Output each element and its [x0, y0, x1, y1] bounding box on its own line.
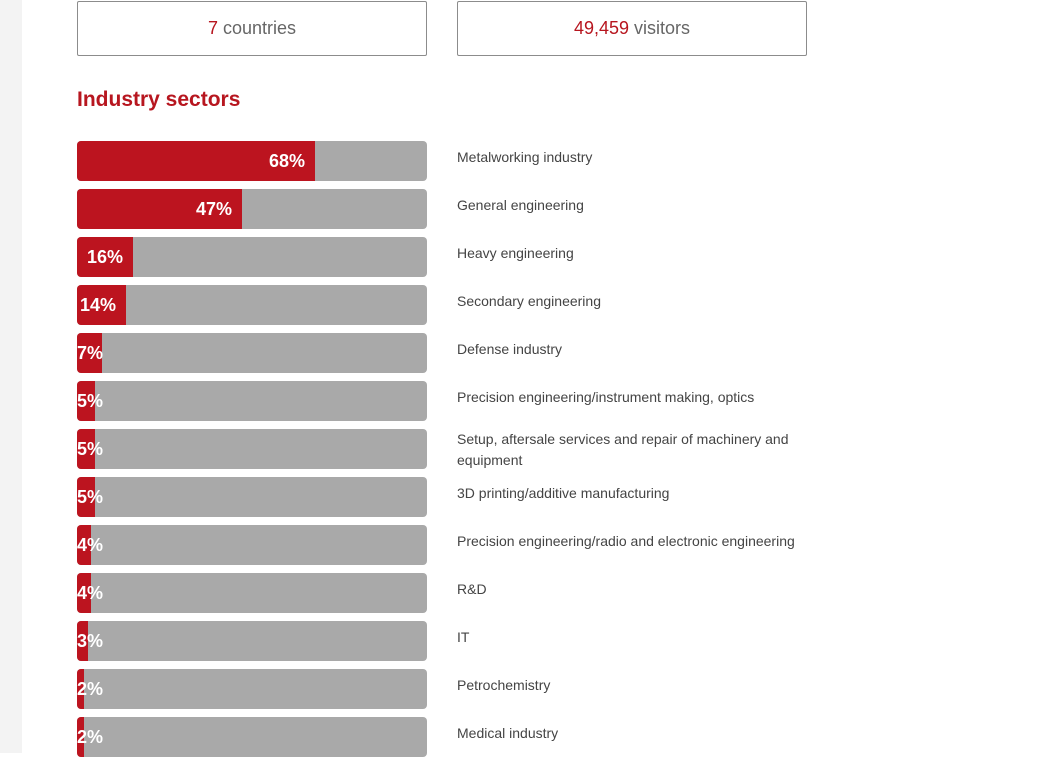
sector-row: 7% Defense industry [77, 333, 817, 373]
sector-percent-label: 2% [77, 679, 104, 699]
sector-bar-track: 16% [77, 237, 427, 277]
countries-stat-box: 7 countries [77, 1, 427, 56]
sector-bar-track: 2% [77, 717, 427, 757]
sector-label: Precision engineering/radio and electron… [457, 533, 795, 549]
visitors-label: visitors [634, 18, 691, 38]
sector-percent-label: 5% [77, 439, 104, 459]
sector-bar-track: 5% [77, 477, 427, 517]
sector-bar-fill [77, 237, 133, 277]
sector-percent-label: 4% [77, 583, 104, 603]
sector-bar-track: 4% [77, 573, 427, 613]
visitors-count: 49,459 [573, 18, 630, 38]
sector-percent-label: 4% [77, 535, 104, 555]
section-title: Industry sectors [77, 88, 241, 111]
sector-row: 14% Secondary engineering [77, 285, 817, 325]
sector-row: 5% 3D printing/additive manufacturing [77, 477, 817, 517]
sector-bar-fill [77, 573, 91, 613]
sector-row: 16% Heavy engineering [77, 237, 817, 277]
sector-bar-track: 7% [77, 333, 427, 373]
sector-bar-fill [77, 141, 315, 181]
sector-bar-fill [77, 477, 95, 517]
sector-label: Precision engineering/instrument making,… [457, 389, 755, 405]
sector-row: 5% Precision engineering/instrument makin… [77, 381, 817, 421]
sector-percent-label: 16% [86, 247, 123, 267]
sector-label: Secondary engineering [457, 293, 601, 309]
sector-label: Medical industry [457, 725, 559, 741]
sector-percent-label: 3% [77, 631, 104, 651]
sector-bar-track: 2% [77, 669, 427, 709]
sector-row: 5% Setup, aftersale services and repair o… [77, 429, 817, 469]
sector-row: 68% Metalworking industry [77, 141, 817, 181]
sector-bar-fill [77, 525, 91, 565]
visitors-stat-box: 49,459 visitors [457, 1, 807, 56]
sector-percent-label: 7% [77, 343, 104, 363]
sector-row: 4% Precision engineering/radio and electr… [77, 525, 817, 565]
sector-label: Metalworking industry [457, 149, 593, 165]
sector-bar-fill [77, 381, 95, 421]
sector-percent-label: 5% [77, 391, 104, 411]
sector-bar-fill [77, 333, 102, 373]
sector-bar-fill [77, 621, 88, 661]
sector-bar-track: 14% [77, 285, 427, 325]
countries-count: 7 [207, 18, 218, 38]
sector-row: 3% IT [77, 621, 817, 661]
sector-bar-fill [77, 429, 95, 469]
sector-label: Heavy engineering [457, 245, 574, 261]
sector-label: General engineering [457, 197, 584, 213]
sector-bar-fill [77, 189, 242, 229]
sector-percent-label: 14% [79, 295, 116, 315]
sector-bar-track: 68% [77, 141, 427, 181]
countries-label: countries [222, 18, 297, 38]
sector-bar-track: 47% [77, 189, 427, 229]
sector-bar-track: 3% [77, 621, 427, 661]
sector-label: R&D [457, 581, 487, 597]
sector-bar-fill [77, 669, 84, 709]
sector-percent-label: 5% [77, 487, 104, 507]
sector-bar-track: 5% [77, 429, 427, 469]
sector-label: IT [457, 629, 470, 645]
sector-bar-track: 4% [77, 525, 427, 565]
sector-percent-label: 68% [268, 151, 305, 171]
sector-row: 2% Medical industry [77, 717, 817, 757]
sector-label: Setup, aftersale services and repair of … [457, 431, 789, 468]
sector-row: 2% Petrochemistry [77, 669, 817, 709]
industry-sector-list: 68% Metalworking industry 47% General engin… [77, 141, 817, 765]
sector-label: 3D printing/additive manufacturing [457, 485, 670, 501]
sector-bar-fill [77, 717, 84, 757]
sector-percent-label: 2% [77, 727, 104, 747]
sector-bar-fill [77, 285, 126, 325]
sector-label: Defense industry [457, 341, 563, 357]
sector-percent-label: 47% [195, 199, 232, 219]
left-gutter [0, 0, 22, 753]
sector-row: 4% R&D [77, 573, 817, 613]
sector-bar-track: 5% [77, 381, 427, 421]
sector-row: 47% General engineering [77, 189, 817, 229]
sector-label: Petrochemistry [457, 677, 551, 693]
